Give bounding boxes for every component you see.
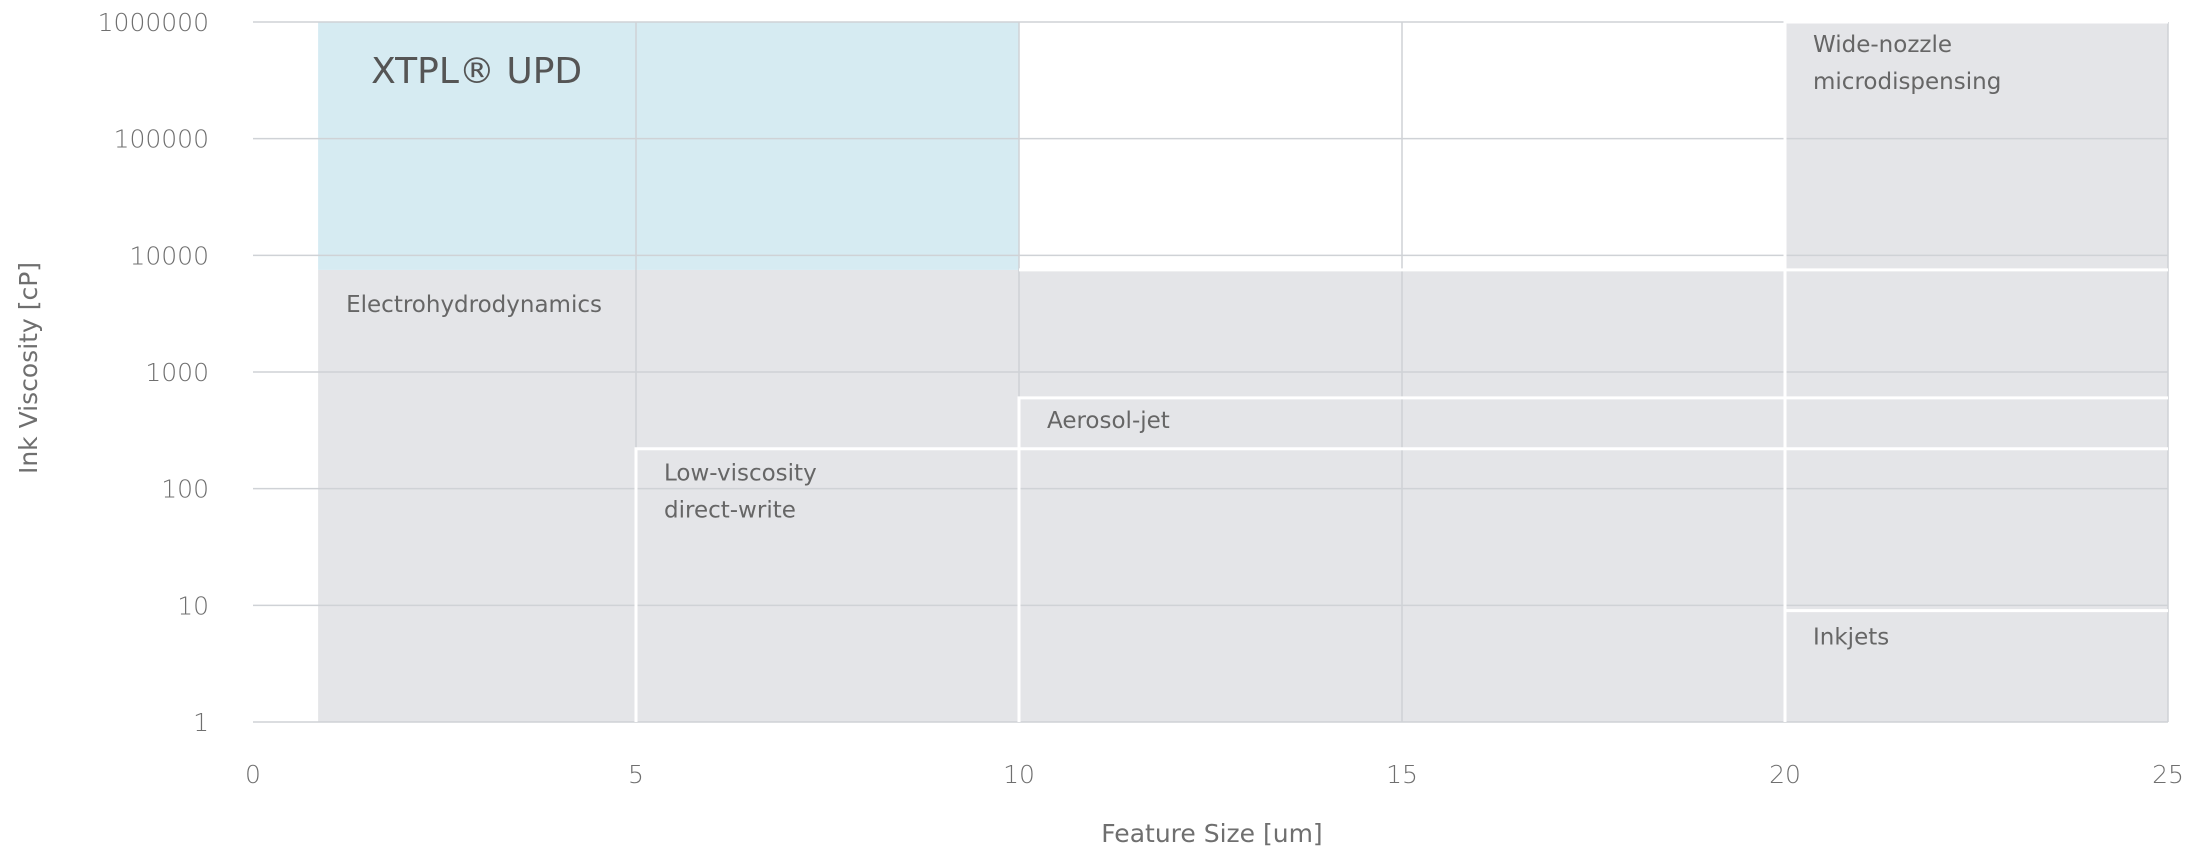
boundary-layer [634, 20, 2168, 722]
label-inkjets: Inkjets [1813, 625, 1889, 651]
label-aerosol-jet: Aerosol-jet [1047, 408, 1170, 434]
x-tick-label: 15 [1386, 760, 1418, 789]
label-electrohydrodynamics: Electrohydrodynamics [346, 292, 602, 318]
boundary-low-viscosity-direct-write [634, 447, 2168, 722]
region-inkjets [1785, 610, 2168, 722]
x-tick-label: 5 [628, 760, 644, 789]
x-tick-label: 20 [1769, 760, 1801, 789]
x-tick-label: 0 [245, 760, 261, 789]
tick-labels: 1 10 100 1000 10000 100000 1000000 0 5 10 15 20 25 [98, 8, 2184, 789]
y-tick-label: 100000 [114, 125, 209, 154]
boundary-wide-nozzle-microdispensing [1783, 20, 2168, 722]
x-tick-label: 25 [2152, 760, 2184, 789]
y-tick-label: 100 [161, 475, 209, 504]
label-low-viscosity-direct-write: Low-viscosity direct-write [664, 461, 817, 524]
y-tick-label: 10 [177, 591, 209, 620]
x-tick-label: 10 [1003, 760, 1035, 789]
region-xtpl-upd [318, 22, 1019, 270]
label-wide-nozzle-microdispensing: Wide-nozzle microdispensing [1813, 32, 2001, 95]
y-tick-label: 1 [193, 708, 209, 737]
x-axis-title: Feature Size [um] [1101, 819, 1322, 848]
y-tick-label: 10000 [129, 241, 209, 270]
y-tick-label: 1000 [145, 358, 209, 387]
y-tick-label: 1000000 [98, 8, 209, 37]
y-axis-title: Ink Viscosity [cP] [14, 262, 43, 474]
region-labels: Electrohydrodynamics Low-viscosity direct-… [346, 32, 2001, 651]
label-xtpl-upd: XTPL® UPD [371, 51, 582, 92]
boundary-inkjets [1783, 609, 2168, 722]
